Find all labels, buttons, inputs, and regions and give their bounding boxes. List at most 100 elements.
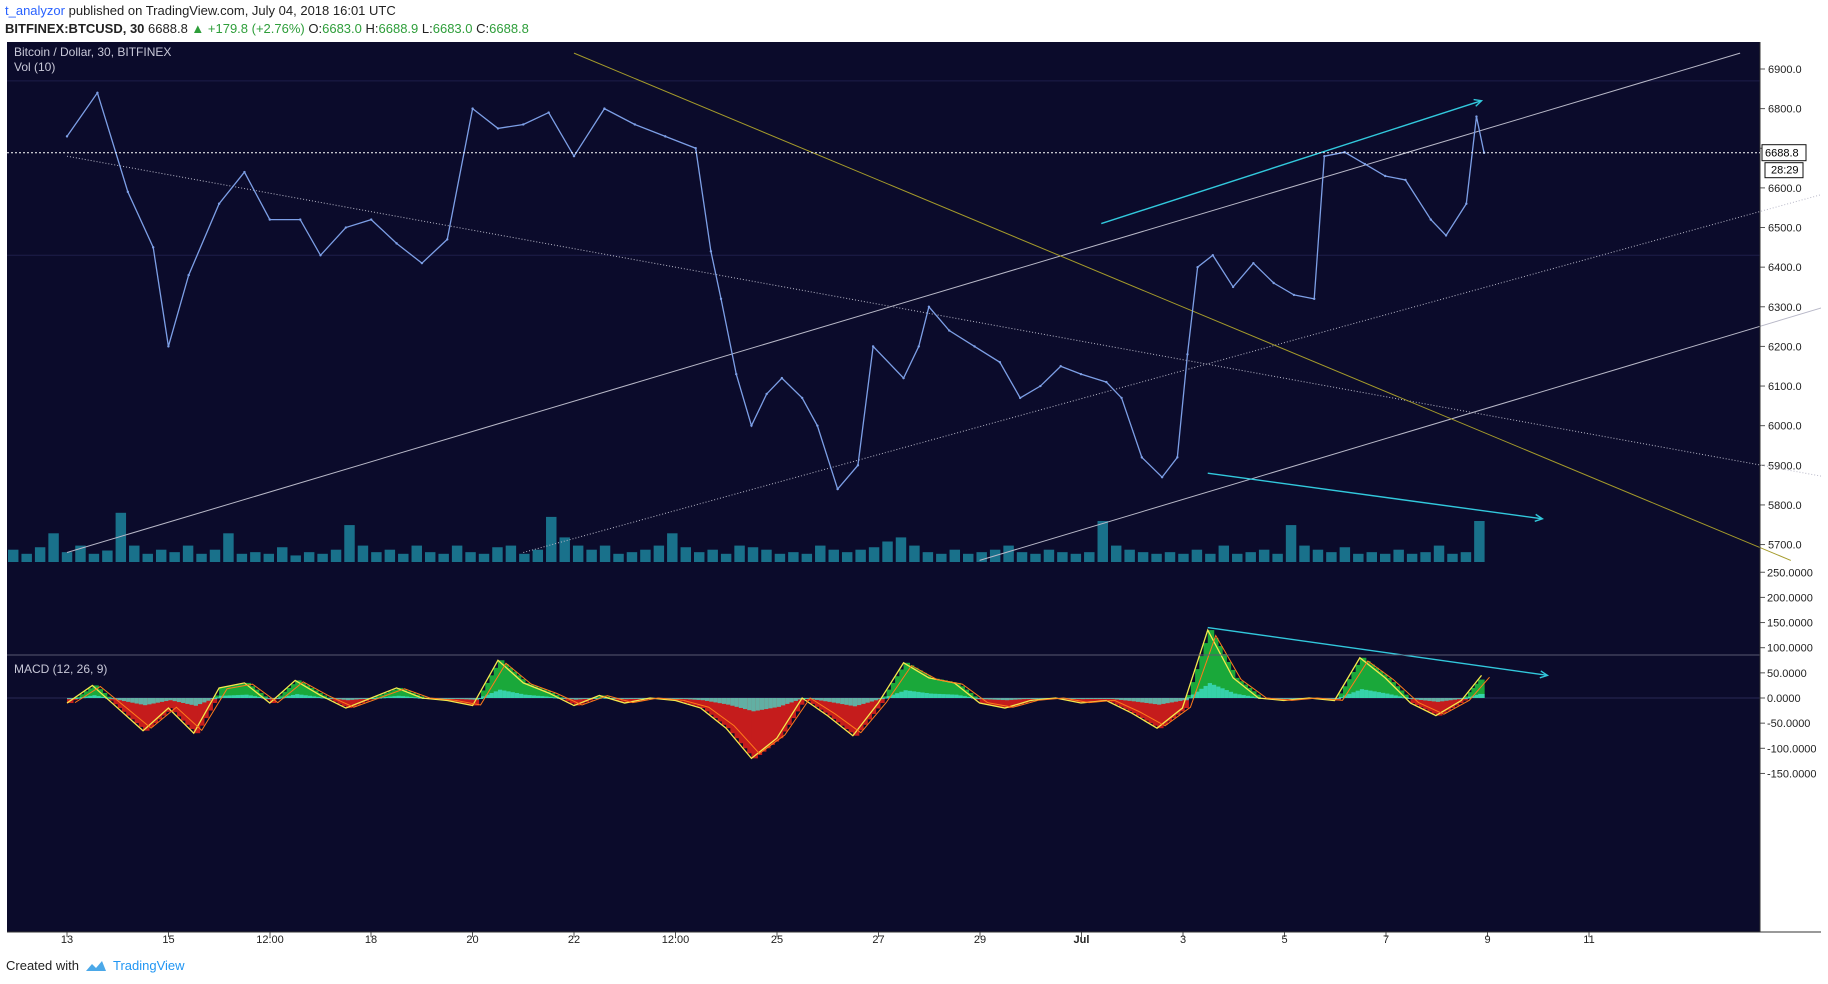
- macd-histogram-bar: [147, 698, 154, 705]
- macd-fill-bar: [857, 698, 864, 731]
- macd-histogram-bar: [519, 693, 526, 698]
- macd-histogram-bar: [197, 698, 205, 705]
- tradingview-brand-link[interactable]: TradingView: [112, 958, 185, 973]
- volume-bar: [209, 549, 221, 562]
- macd-histogram-bar: [996, 698, 1003, 700]
- macd-fill-bar: [303, 685, 311, 698]
- price-tick-label: 6300.0: [1768, 302, 1802, 314]
- macd-histogram-bar: [278, 697, 285, 699]
- volume-bar: [1420, 552, 1431, 562]
- macd-histogram-bar: [992, 698, 999, 700]
- macd-fill-bar: [231, 685, 239, 698]
- price-point: [836, 487, 839, 491]
- macd-fill-bar: [405, 691, 412, 698]
- macd-histogram-bar: [1148, 698, 1156, 704]
- macd-histogram-bar: [768, 698, 775, 709]
- macd-histogram-bar: [764, 698, 771, 710]
- price-point: [167, 345, 170, 348]
- volume-bar: [330, 549, 342, 562]
- macd-histogram-bar: [590, 698, 598, 699]
- macd-fill-bar: [924, 675, 932, 698]
- author-link[interactable]: t_analyzor: [5, 3, 65, 18]
- macd-fill-bar: [1207, 630, 1215, 698]
- volume-bar: [478, 553, 490, 562]
- price-tick-label: 6000.0: [1768, 421, 1802, 433]
- macd-histogram-bar: [240, 694, 247, 698]
- macd-histogram-bar: [396, 695, 404, 698]
- macd-tick-label: 150.0000: [1767, 618, 1813, 630]
- price-point: [1444, 234, 1448, 237]
- time-tick-label: 22: [568, 934, 580, 944]
- macd-fill-bar: [493, 667, 501, 698]
- macd-fill-bar: [1076, 698, 1084, 703]
- volume-bar: [8, 549, 19, 562]
- chart-area[interactable]: 6900.06800.06700.06600.06500.06400.06300…: [7, 42, 1828, 946]
- macd-histogram-bar: [1359, 689, 1367, 698]
- macd-fill-bar: [1380, 674, 1388, 698]
- price-point: [1292, 293, 1296, 297]
- macd-fill-bar: [341, 698, 349, 706]
- volume-bar: [653, 545, 665, 562]
- macd-fill-bar: [734, 698, 742, 739]
- price-series: [65, 91, 1486, 491]
- price-point: [633, 123, 637, 126]
- macd-histogram-bar: [1478, 693, 1485, 698]
- macd-histogram-bar: [1199, 688, 1206, 698]
- macd-histogram-bar: [400, 696, 408, 698]
- macd-fill-bar: [912, 667, 919, 698]
- macd-histogram-bar: [443, 698, 450, 699]
- volume-bar: [1272, 553, 1283, 562]
- macd-histogram-bar: [67, 698, 74, 700]
- macd-fill-bar: [1186, 695, 1194, 698]
- price-axis: 6900.06800.06700.06600.06500.06400.06300…: [7, 64, 1802, 552]
- price-point: [243, 170, 246, 174]
- macd-fill-bar: [485, 682, 492, 698]
- macd-histogram-bar: [1161, 698, 1168, 704]
- macd-histogram-bar: [1385, 693, 1392, 698]
- close-label: C:: [476, 21, 490, 36]
- price-point: [268, 218, 271, 221]
- macd-fill-bar: [396, 687, 404, 698]
- price-point: [395, 242, 398, 245]
- macd-histogram-bar: [83, 696, 91, 698]
- macd-fill-bar: [1119, 698, 1126, 707]
- macd-fill-bar: [134, 698, 142, 724]
- macd-fill-bar: [789, 698, 796, 719]
- macd-fill-bar: [544, 691, 551, 698]
- volume-bar: [1070, 553, 1082, 562]
- macd-histogram-bar: [692, 698, 699, 700]
- macd-histogram-bar: [248, 695, 256, 698]
- macd-fill-bar: [388, 691, 395, 698]
- macd-histogram-bar: [181, 698, 188, 703]
- macd-fill-bar: [71, 698, 78, 701]
- macd-histogram-bar: [468, 698, 475, 700]
- price-point: [1120, 396, 1123, 400]
- macd-histogram-bar: [802, 698, 809, 699]
- time-tick-label: Jul: [1074, 934, 1090, 944]
- volume-bar: [371, 552, 382, 562]
- macd-histogram-bar: [1334, 698, 1341, 699]
- macd-fill-bar: [1004, 698, 1012, 709]
- volume-bar: [882, 541, 893, 562]
- macd-histogram-bar: [916, 691, 923, 698]
- macd-histogram-bar: [612, 698, 619, 699]
- macd-histogram-bar: [882, 697, 889, 699]
- macd-fill-bar: [696, 698, 704, 707]
- volume-bar: [815, 545, 826, 562]
- macd-fill-bar: [227, 686, 235, 698]
- macd-fill-bar: [1334, 698, 1341, 701]
- chart-svg[interactable]: 6900.06800.06700.06600.06500.06400.06300…: [7, 42, 1828, 946]
- macd-histogram-bar: [1330, 698, 1337, 699]
- macd-fill-bar: [197, 698, 205, 726]
- price-point: [1231, 285, 1235, 289]
- volume-bar: [841, 552, 853, 562]
- trendlines: [66, 52, 1828, 561]
- macd-fill-bar: [1097, 698, 1105, 702]
- macd-fill-bar: [1169, 698, 1177, 719]
- macd-histogram-bar: [852, 698, 860, 707]
- annotation-arrow-head: [1534, 513, 1544, 522]
- macd-histogram-bar: [776, 698, 784, 707]
- volume-bar: [1043, 549, 1055, 562]
- macd-histogram-bar: [447, 698, 454, 699]
- macd-histogram-bar: [1288, 698, 1295, 699]
